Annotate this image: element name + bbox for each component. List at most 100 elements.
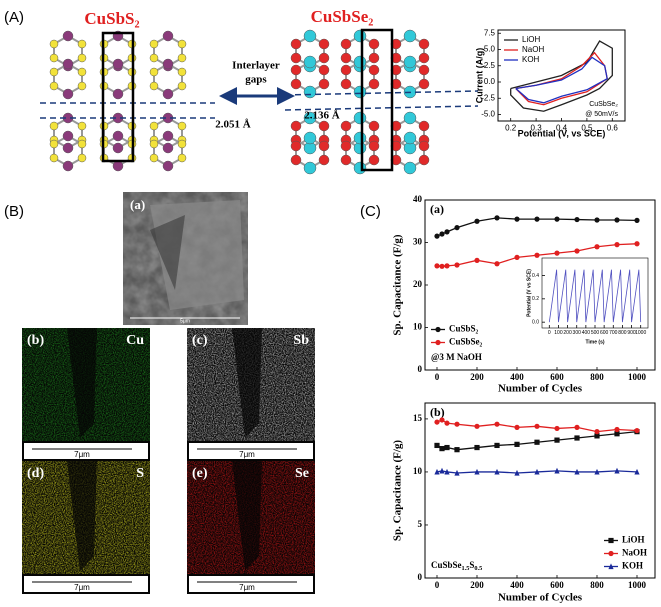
atom xyxy=(368,154,380,166)
data-point xyxy=(554,467,560,474)
atom xyxy=(318,78,330,90)
atom xyxy=(418,52,430,64)
atom xyxy=(368,64,380,76)
data-point xyxy=(594,244,600,250)
atom xyxy=(77,153,87,163)
gap-value: 2.136 Å xyxy=(304,110,340,122)
structure-title: CuSbSe₂ xyxy=(311,7,374,26)
x-tick-label: 800 xyxy=(590,372,604,382)
scale-box xyxy=(189,443,313,459)
map-signal xyxy=(22,461,150,574)
map-signal xyxy=(187,328,315,441)
atom xyxy=(318,120,330,132)
atom xyxy=(340,78,352,90)
legend-marker xyxy=(608,537,614,544)
x-tick-label: 600 xyxy=(600,330,609,336)
atom xyxy=(77,67,87,77)
atom xyxy=(177,121,187,131)
x-tick-label: 0 xyxy=(548,330,551,336)
atom xyxy=(62,88,74,100)
x-axis-label: Time (s) xyxy=(585,339,604,345)
x-tick-label: 400 xyxy=(510,580,524,590)
atom xyxy=(77,121,87,131)
data-point xyxy=(474,257,480,263)
data-point xyxy=(614,467,620,474)
data-point xyxy=(634,468,640,475)
y-tick-label: 15 xyxy=(413,413,423,423)
atom xyxy=(112,58,124,70)
legend-label: KOH xyxy=(622,561,643,571)
atom xyxy=(403,131,417,145)
atom xyxy=(49,53,59,63)
y-axis-label: Sp. Capacitance (F/g) xyxy=(392,234,404,335)
y-tick-label: 0.0 xyxy=(532,319,539,325)
data-point xyxy=(474,218,480,224)
map-signal xyxy=(22,328,150,441)
gap-value: 2.051 Å xyxy=(215,119,251,131)
atom xyxy=(318,52,330,64)
map-label: (e) xyxy=(192,466,208,481)
data-point xyxy=(439,467,445,474)
data-point xyxy=(439,231,445,237)
map-label: (b) xyxy=(27,333,44,348)
y-tick-label: -5.0 xyxy=(481,110,495,119)
data-point xyxy=(444,444,450,451)
x-axis-label: Number of Cycles xyxy=(498,592,583,604)
data-point xyxy=(454,421,460,427)
x-tick-label: 0 xyxy=(435,372,440,382)
atom xyxy=(162,30,174,42)
data-point xyxy=(494,442,500,449)
data-line xyxy=(510,40,613,112)
data-point xyxy=(574,435,580,441)
x-tick-label: 400 xyxy=(510,372,524,382)
x-tick-label: 1000 xyxy=(628,580,647,590)
structure-title: CuSbS₂ xyxy=(84,9,139,28)
y-tick-label: 10 xyxy=(413,466,423,476)
x-tick-label: 1000 xyxy=(635,330,646,336)
atom xyxy=(368,52,380,64)
y-axis-label: Sp. Capacitance (F/g) xyxy=(392,440,404,541)
atom xyxy=(290,38,302,50)
unit-cell xyxy=(360,28,394,172)
atom xyxy=(290,64,302,76)
data-point xyxy=(614,431,620,437)
scale-box xyxy=(189,576,313,592)
atom xyxy=(77,139,87,149)
x-tick-label: 300 xyxy=(573,330,582,336)
x-axis-label: Potential (V, vs SCE) xyxy=(518,128,606,138)
y-tick-label: 0.0 xyxy=(484,77,496,86)
atom xyxy=(353,131,367,145)
map-element: S xyxy=(136,466,144,481)
atom xyxy=(340,120,352,132)
atom xyxy=(112,142,124,154)
data-point xyxy=(514,469,520,476)
atom xyxy=(353,161,367,175)
atom xyxy=(162,58,174,70)
scale-box xyxy=(24,576,148,592)
map-label: (d) xyxy=(27,466,44,481)
map-element: Cu xyxy=(126,333,144,348)
legend-label: CuSbSe₂ xyxy=(449,337,483,347)
panel-label: (a) xyxy=(130,197,145,212)
atom xyxy=(353,29,367,43)
y-tick-label: 40 xyxy=(413,194,423,204)
data-line xyxy=(548,269,642,323)
data-point xyxy=(444,468,450,475)
atom xyxy=(149,153,159,163)
x-tick-label: 600 xyxy=(550,580,564,590)
atom xyxy=(149,67,159,77)
atom xyxy=(49,153,59,163)
atom xyxy=(290,120,302,132)
atom xyxy=(112,160,124,172)
crystal-structures xyxy=(40,28,479,175)
map-element: Se xyxy=(295,466,309,481)
data-point xyxy=(494,421,500,427)
x-tick-label: 600 xyxy=(550,372,564,382)
atom xyxy=(149,139,159,149)
atom xyxy=(418,64,430,76)
annotation: @ 50mV/s xyxy=(585,111,618,118)
y-axis-label: Current (A/g) xyxy=(474,48,484,104)
x-tick-label: 800 xyxy=(618,330,627,336)
x-tick-label: 800 xyxy=(590,580,604,590)
data-point xyxy=(534,468,540,475)
